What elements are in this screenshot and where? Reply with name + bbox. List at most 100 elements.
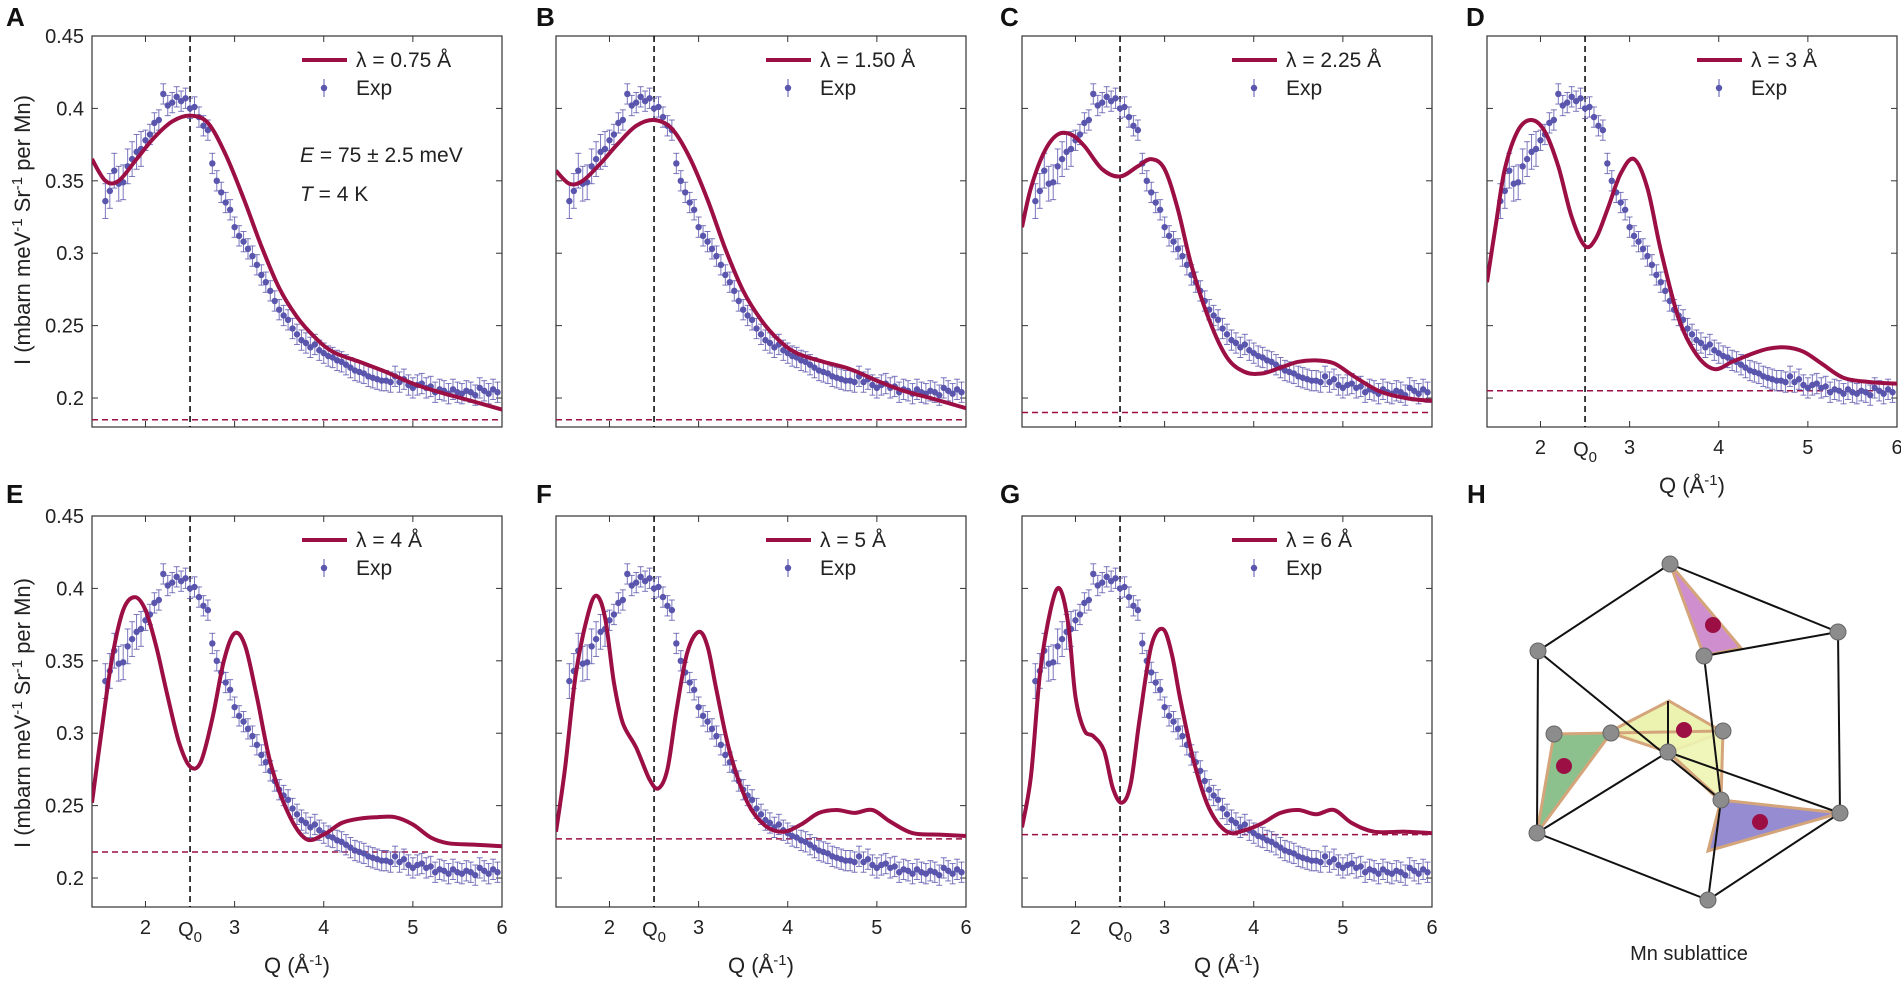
- annotation-energy: E = 75 ± 2.5 meV: [300, 144, 463, 167]
- exp-point: [753, 805, 760, 812]
- exp-point: [1032, 197, 1039, 205]
- q0-tick-label: Q0: [1108, 919, 1132, 946]
- x-tick-label: 6: [1426, 917, 1437, 939]
- exp-point: [1889, 389, 1896, 396]
- exp-point: [1317, 858, 1324, 866]
- mn-atoms: [1556, 617, 1768, 830]
- panel-c: Cλ = 2.25 Å Exp: [1000, 2, 1433, 428]
- exp-point: [1348, 860, 1355, 867]
- exp-point: [235, 712, 243, 720]
- exp-point: [1219, 325, 1226, 332]
- legend-exp-marker: [1250, 84, 1258, 92]
- exp-point: [1049, 659, 1057, 666]
- exp-point: [1241, 341, 1249, 348]
- x-tick-label: 2: [1070, 917, 1081, 939]
- exp-point: [606, 137, 613, 144]
- exp-point: [1134, 606, 1142, 614]
- exp-point: [226, 206, 234, 213]
- exp-point: [646, 95, 653, 102]
- exp-point: [1348, 380, 1355, 387]
- legend-model-label: λ = 6 Å: [1286, 529, 1352, 552]
- exp-point: [1170, 718, 1177, 725]
- y-tick-label: 0.35: [45, 651, 84, 673]
- exp-point: [1321, 373, 1329, 380]
- exp-point: [1223, 331, 1231, 338]
- exp-point: [610, 611, 618, 618]
- annotation-temperature: T = 4 K: [300, 183, 368, 206]
- exp-point: [244, 245, 252, 253]
- exp-point: [427, 863, 434, 870]
- exp-point: [1308, 377, 1315, 384]
- exp-point: [699, 232, 707, 240]
- exp-point: [253, 261, 261, 269]
- exp-point: [169, 99, 176, 106]
- exp-point: [1099, 579, 1106, 586]
- exp-point: [1214, 316, 1222, 324]
- exp-point: [231, 223, 238, 231]
- x-axis-label: Q (Å-1): [1194, 952, 1260, 978]
- exp-point: [1532, 145, 1540, 153]
- exp-point: [1599, 126, 1607, 134]
- exp-point: [102, 197, 109, 205]
- exp-point: [293, 811, 301, 818]
- x-tick-label: 4: [1713, 437, 1724, 459]
- exp-point: [1424, 869, 1431, 876]
- exp-point: [400, 856, 408, 863]
- x-tick-label: 5: [407, 917, 418, 939]
- x-tick-label: 6: [496, 917, 507, 939]
- exp-point: [722, 271, 729, 279]
- exp-point: [1626, 223, 1633, 231]
- exp-point: [111, 167, 118, 174]
- legend-exp-label: Exp: [1286, 557, 1322, 580]
- exp-point: [1112, 575, 1119, 582]
- panel-letter-g: G: [1000, 479, 1020, 509]
- exp-point: [155, 116, 163, 124]
- exp-point: [909, 870, 916, 877]
- exp-point: [146, 131, 154, 138]
- exp-point: [695, 223, 702, 231]
- exp-point: [191, 583, 198, 591]
- exp-point: [722, 751, 729, 759]
- exp-point: [1201, 777, 1208, 785]
- exp-point: [204, 606, 212, 614]
- x-tick-label: 2: [604, 917, 615, 939]
- axes-frame: [1021, 35, 1433, 428]
- exp-point: [842, 377, 849, 384]
- exp-point: [293, 331, 301, 338]
- exp-point: [1156, 686, 1164, 693]
- legend-exp-marker: [320, 84, 328, 92]
- legend-model-label: λ = 4 Å: [356, 529, 422, 552]
- exp-point: [1317, 378, 1324, 386]
- exp-point: [160, 570, 167, 578]
- exp-point: [1657, 278, 1665, 286]
- exp-point: [1577, 95, 1584, 102]
- exp-point: [1635, 238, 1642, 245]
- exp-point: [169, 579, 176, 586]
- exp-point: [1537, 137, 1544, 144]
- exp-point: [1148, 189, 1155, 196]
- exp-point: [1822, 383, 1829, 390]
- legend-exp-label: Exp: [1286, 77, 1322, 100]
- exp-point: [485, 390, 492, 397]
- y-tick-label: 0.25: [45, 316, 84, 338]
- exp-point: [1662, 287, 1669, 295]
- exp-point: [1223, 811, 1231, 818]
- exp-point: [1049, 179, 1057, 186]
- exp-point: [713, 732, 720, 740]
- exp-point: [744, 312, 751, 319]
- x-tick-label: 5: [1802, 437, 1813, 459]
- legend-exp-marker: [1250, 564, 1258, 572]
- exp-point: [748, 316, 756, 324]
- exp-point: [570, 187, 578, 195]
- exp-point: [249, 732, 256, 740]
- exp-point: [182, 575, 189, 582]
- exp-point: [673, 160, 680, 167]
- exp-point: [231, 703, 238, 711]
- exp-point: [1630, 232, 1638, 240]
- model-curve: [556, 593, 966, 838]
- exp-point: [1139, 640, 1146, 647]
- exp-point: [1148, 669, 1155, 676]
- exp-point: [244, 725, 252, 733]
- exp-point: [610, 131, 618, 138]
